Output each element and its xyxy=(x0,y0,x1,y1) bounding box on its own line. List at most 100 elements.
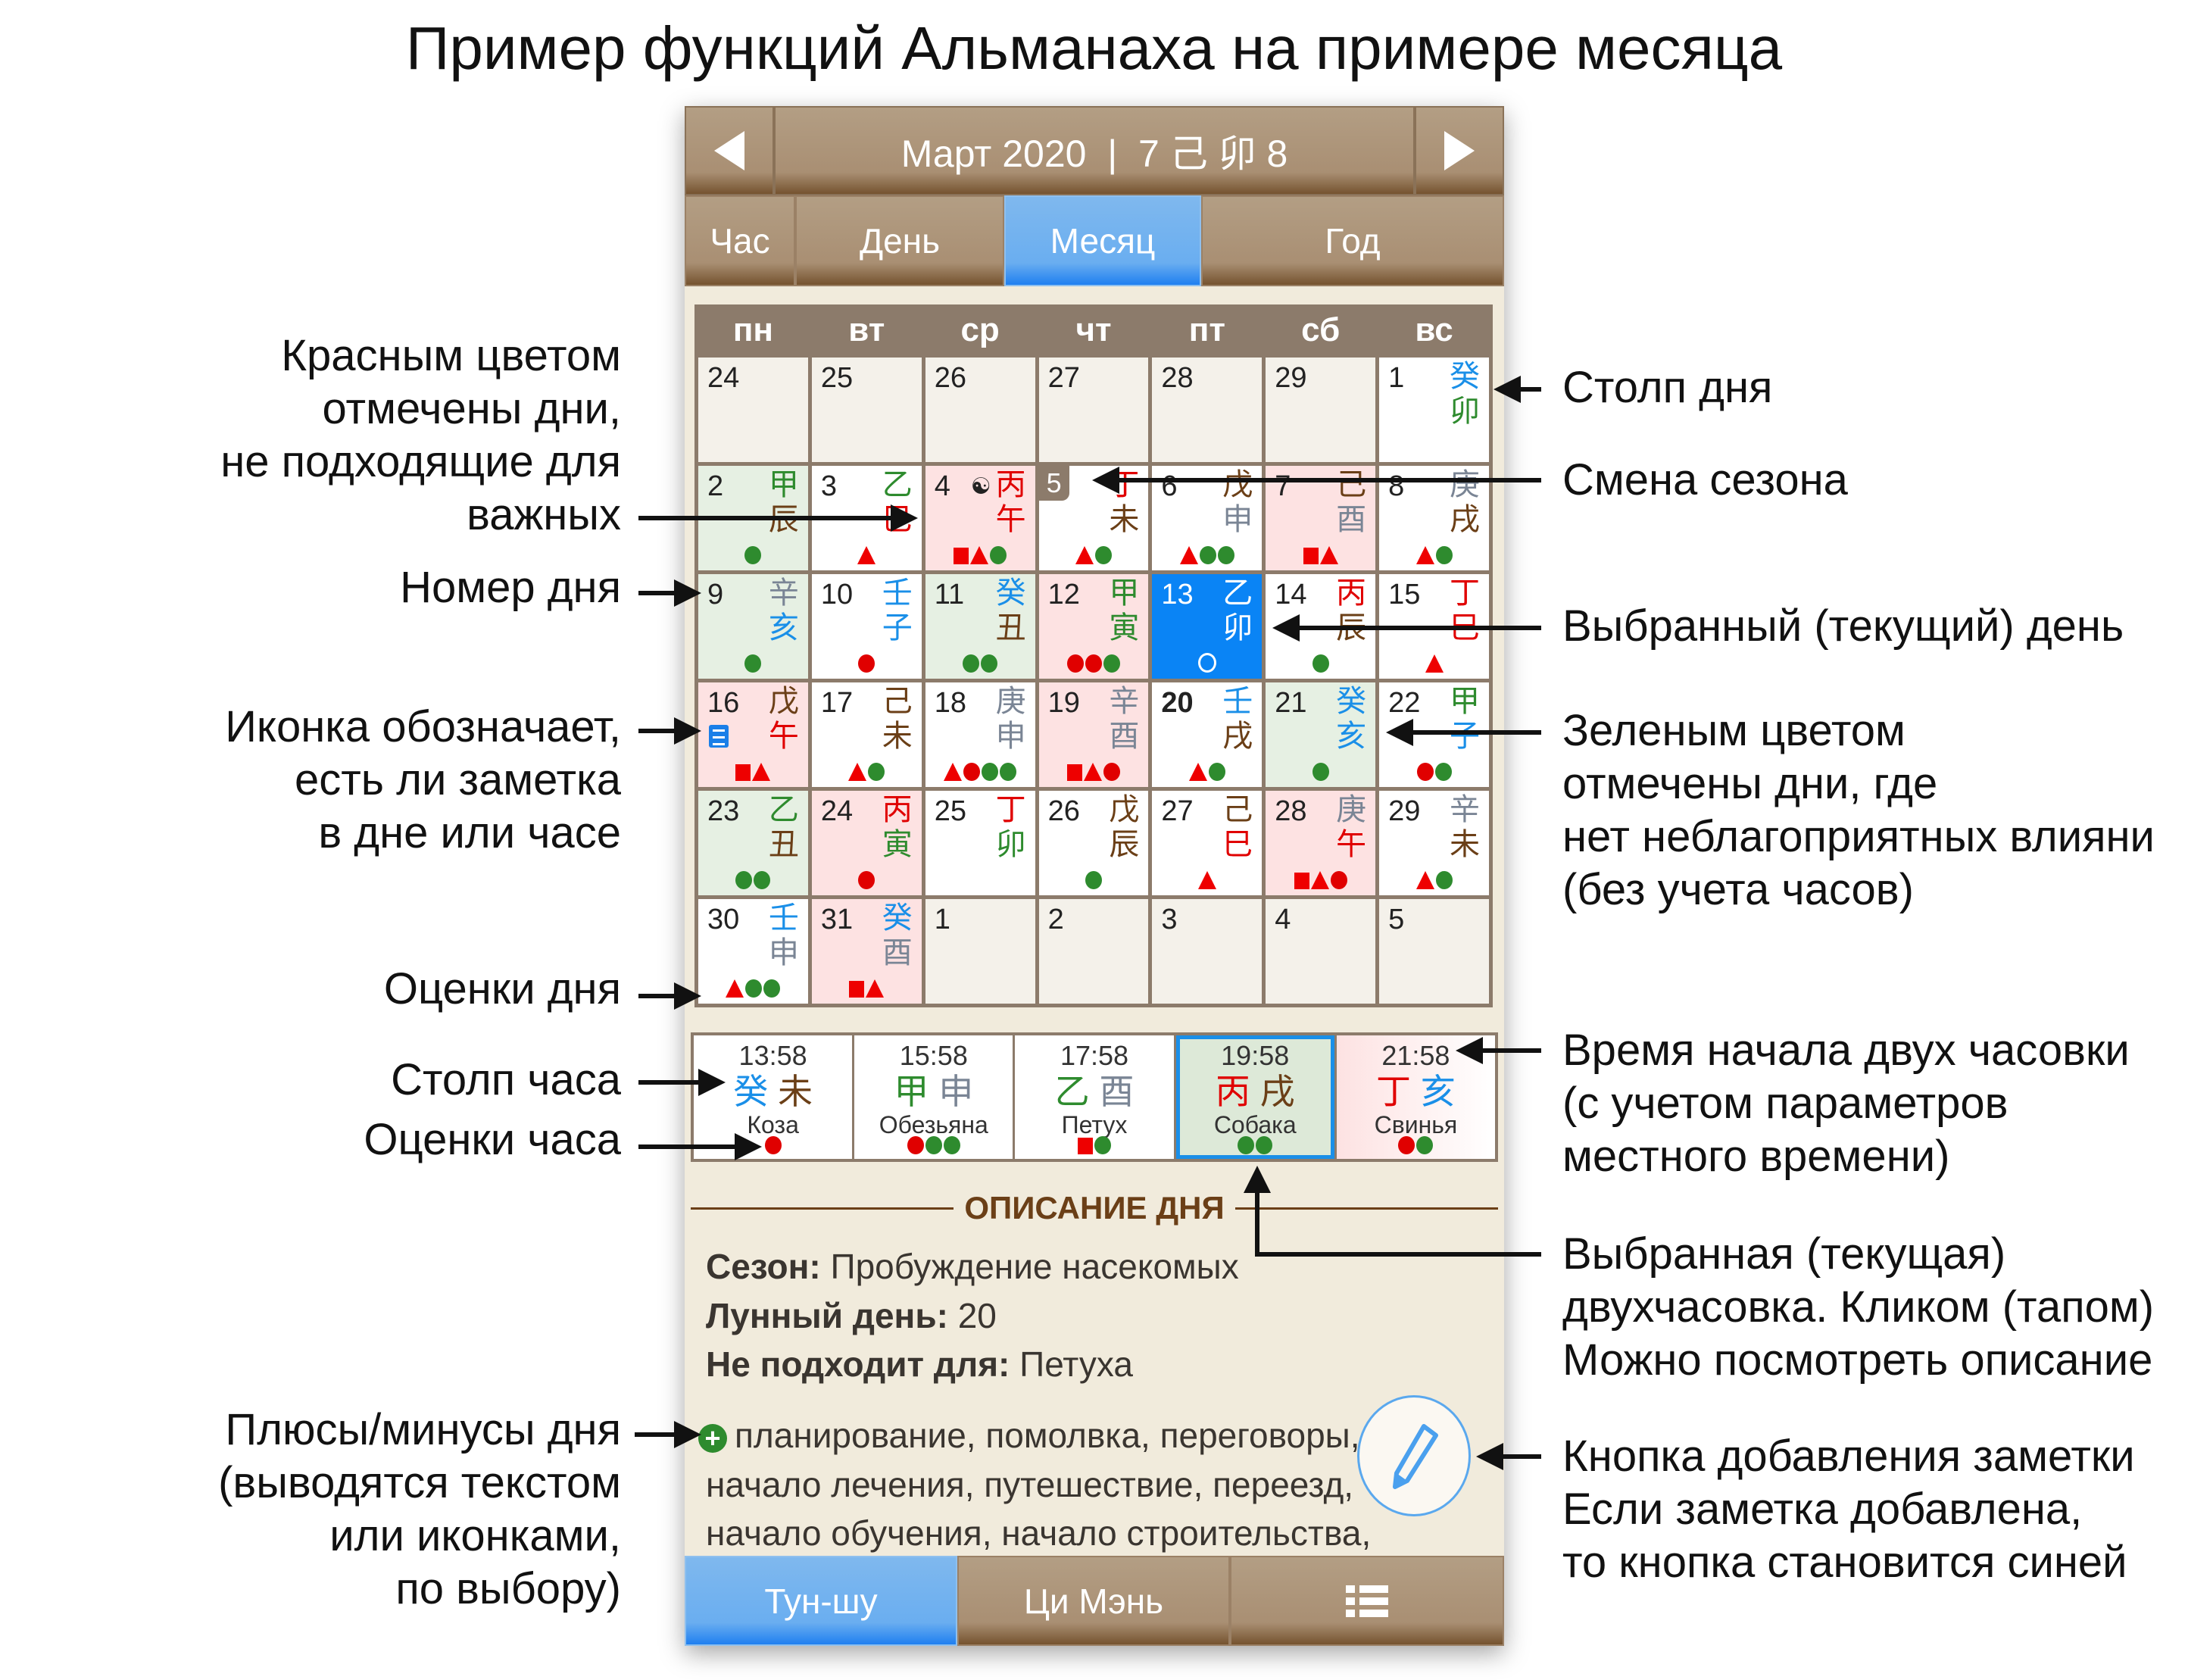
earthly-branch: 申 xyxy=(938,1072,974,1111)
day-cell[interactable]: 11 癸丑 xyxy=(925,574,1035,679)
section-header: ОПИСАНИЕ ДНЯ xyxy=(691,1189,1498,1227)
day-cell[interactable]: 26 戊辰 xyxy=(1038,791,1149,895)
day-cell[interactable]: 4 xyxy=(1266,899,1376,1004)
day-cell[interactable]: 3 xyxy=(1152,899,1263,1004)
day-pillar: 癸酉 xyxy=(882,901,913,970)
annotation-label: Оценки часа xyxy=(364,1115,621,1164)
day-pillar: 乙卯 xyxy=(1222,576,1253,645)
day-cell[interactable]: 23 乙丑 xyxy=(698,791,808,895)
annotation-label: Зеленым цветом отмечены дни, где нет небла… xyxy=(1562,706,2155,914)
prev-month-button[interactable] xyxy=(685,106,774,195)
rating-marks xyxy=(812,545,922,564)
tab-qi-men[interactable]: Ци Мэнь xyxy=(957,1556,1230,1646)
day-cell[interactable]: 31 癸酉 xyxy=(811,899,922,1004)
menu-button[interactable] xyxy=(1230,1556,1504,1646)
tab-year[interactable]: Год xyxy=(1201,195,1504,286)
day-cell[interactable]: 1 xyxy=(925,899,1035,1004)
day-cell[interactable]: 28 庚午 xyxy=(1266,791,1376,895)
day-cell[interactable]: 5 xyxy=(1379,899,1489,1004)
day-number: 28 xyxy=(1275,795,1307,827)
rating-marks xyxy=(1176,1135,1334,1154)
day-cell[interactable]: 25 xyxy=(811,358,922,462)
day-cell[interactable]: 27 xyxy=(1038,358,1149,462)
green-circle-icon xyxy=(1085,871,1102,889)
red-triangle-icon xyxy=(1179,546,1198,564)
day-cell[interactable]: 10 壬子 xyxy=(811,574,922,679)
day-cell[interactable]: 27 己巳 xyxy=(1152,791,1263,895)
rating-marks xyxy=(1039,653,1149,673)
earthly-branch: 未 xyxy=(882,720,913,753)
day-cell[interactable]: 28 xyxy=(1152,358,1263,462)
day-cell[interactable]: 9 辛亥 xyxy=(698,574,808,679)
red-circle-icon xyxy=(1330,871,1347,889)
tab-month[interactable]: Месяц xyxy=(1004,195,1201,286)
heavenly-stem: 癸 xyxy=(882,901,913,935)
annotation-label: Красным цветом отмечены дни, не подходящие… xyxy=(220,331,621,539)
rating-marks xyxy=(1266,761,1375,781)
day-cell[interactable]: 16 戊午 xyxy=(698,682,808,787)
day-cell[interactable]: 13 乙卯 xyxy=(1152,574,1263,679)
day-cell[interactable]: 20 壬戌 xyxy=(1152,682,1263,787)
day-cell[interactable]: 19 辛酉 xyxy=(1038,682,1149,787)
hour-cell[interactable]: 21:58 丁 亥 Свинья xyxy=(1336,1035,1496,1159)
day-cell[interactable]: 1 癸卯 xyxy=(1379,358,1489,462)
next-month-button[interactable] xyxy=(1415,106,1504,195)
red-circle-icon xyxy=(1398,1136,1415,1154)
day-cell[interactable]: 4 丙午 ☯ xyxy=(925,466,1035,570)
hour-cell[interactable]: 13:58 癸 未 Коза xyxy=(694,1035,853,1159)
day-number: 2 xyxy=(1047,904,1064,935)
green-circle-icon xyxy=(943,1136,960,1154)
green-circle-icon xyxy=(1199,546,1216,564)
day-pillar: 戊辰 xyxy=(1109,792,1139,862)
heavenly-stem: 庚 xyxy=(1336,793,1367,826)
red-triangle-icon xyxy=(1083,763,1102,781)
rating-marks xyxy=(694,1135,852,1154)
day-cell[interactable]: 21 癸亥 xyxy=(1266,682,1376,787)
red-circle-icon xyxy=(907,1136,924,1154)
rating-marks xyxy=(1039,761,1149,781)
weekday-header: вт xyxy=(848,311,885,348)
day-cell[interactable]: 25 丁卯 xyxy=(925,791,1035,895)
earthly-branch: 午 xyxy=(995,503,1026,536)
heavenly-stem: 辛 xyxy=(1450,793,1480,826)
earthly-branch: 申 xyxy=(1222,503,1253,536)
day-cell[interactable]: 12 甲寅 xyxy=(1038,574,1149,679)
tab-tung-shu[interactable]: Тун-шу xyxy=(685,1556,957,1646)
day-number: 4 xyxy=(1275,904,1291,935)
day-cell[interactable]: 24 xyxy=(698,358,808,462)
day-cell[interactable]: 29 xyxy=(1266,358,1376,462)
day-cell[interactable]: 24 丙寅 xyxy=(811,791,922,895)
hour-cell[interactable]: 19:58 丙 戌 Собака xyxy=(1175,1035,1334,1159)
day-pillar: 庚午 xyxy=(1336,792,1366,862)
day-cell[interactable]: 26 xyxy=(925,358,1035,462)
annotation-label: Кнопка добавления заметки Если заметка до… xyxy=(1562,1432,2135,1587)
day-cell[interactable]: 30 壬申 xyxy=(698,899,808,1004)
annotation-label: Столп часа xyxy=(391,1055,621,1104)
day-number: 24 xyxy=(707,362,740,394)
day-cell[interactable]: 29 辛未 xyxy=(1379,791,1489,895)
add-note-button[interactable] xyxy=(1357,1395,1471,1516)
rating-marks xyxy=(1152,653,1262,673)
tab-day[interactable]: День xyxy=(795,195,1004,286)
day-pillar: 丙寅 xyxy=(882,792,913,862)
hour-cell[interactable]: 17:58 乙 酉 Петух xyxy=(1015,1035,1174,1159)
annotation-label: Оценки дня xyxy=(383,964,621,1013)
day-cell[interactable]: 2 xyxy=(1038,899,1149,1004)
day-pillar: 癸卯 xyxy=(1450,359,1480,429)
tab-hour[interactable]: Час xyxy=(685,195,795,286)
red-square-icon xyxy=(1078,1138,1093,1154)
day-cell[interactable]: 18 庚申 xyxy=(925,682,1035,787)
green-circle-icon xyxy=(1435,546,1453,564)
day-number: 19 xyxy=(1047,687,1080,719)
earthly-branch: 申 xyxy=(995,720,1026,753)
day-cell[interactable]: 17 己未 xyxy=(811,682,922,787)
rating-marks xyxy=(1337,1135,1495,1154)
day-number: 5 xyxy=(1388,904,1405,935)
red-circle-icon xyxy=(1085,654,1102,673)
hour-cell[interactable]: 15:58 甲 申 Обезьяна xyxy=(854,1035,1013,1159)
